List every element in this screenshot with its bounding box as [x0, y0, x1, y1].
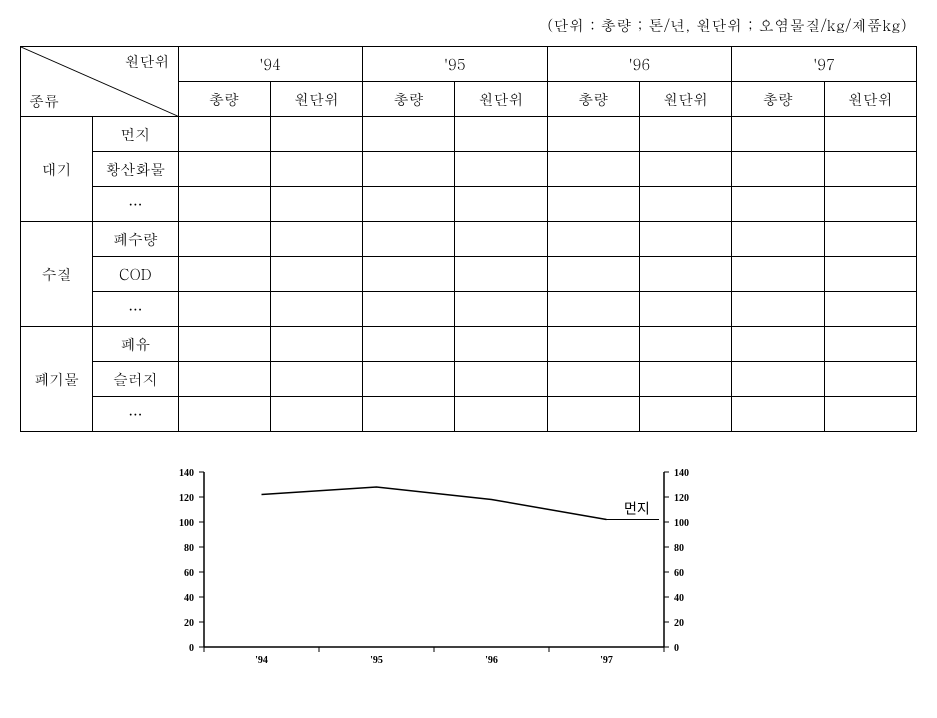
table-row: 슬러지 [21, 362, 917, 397]
table-row: 폐기물 폐유 [21, 327, 917, 362]
table-row: … [21, 292, 917, 327]
svg-text:100: 100 [674, 518, 689, 529]
svg-text:20: 20 [674, 618, 684, 629]
subcol-header: 원단위 [824, 82, 916, 117]
subcol-header: 총량 [732, 82, 824, 117]
svg-text:60: 60 [674, 568, 684, 579]
header-diagonal: 원단위 종류 [21, 47, 179, 117]
subcol-header: 원단위 [455, 82, 547, 117]
group-label: 대기 [21, 117, 93, 222]
subcol-header: 총량 [547, 82, 639, 117]
svg-text:'96: '96 [485, 655, 498, 666]
svg-text:140: 140 [179, 468, 194, 479]
year-header: '95 [363, 47, 548, 82]
table-row: 수질 폐수량 [21, 222, 917, 257]
svg-text:120: 120 [179, 493, 194, 504]
unit-note: (단위 : 총량 ; 톤/년, 원단위 ; 오염물질/kg/제품kg) [20, 15, 907, 36]
svg-text:40: 40 [674, 593, 684, 604]
item-label: 폐유 [93, 327, 178, 362]
subcol-header: 총량 [363, 82, 455, 117]
item-label: 슬러지 [93, 362, 178, 397]
year-header: '96 [547, 47, 732, 82]
svg-text:120: 120 [674, 493, 689, 504]
subcol-header: 원단위 [640, 82, 732, 117]
group-label: 수질 [21, 222, 93, 327]
svg-text:'97: '97 [600, 655, 613, 666]
year-header: '97 [732, 47, 917, 82]
svg-text:'94: '94 [255, 655, 268, 666]
svg-text:먼지: 먼지 [624, 502, 650, 518]
item-label: … [93, 187, 178, 222]
item-label: … [93, 397, 178, 432]
item-label: COD [93, 257, 178, 292]
pollutant-table: 원단위 종류 '94 '95 '96 '97 총량 원단위 총량 원단위 총량 … [20, 46, 917, 432]
diag-top-label: 원단위 [125, 51, 170, 72]
table-row: COD [21, 257, 917, 292]
table-row: … [21, 187, 917, 222]
item-label: 먼지 [93, 117, 178, 152]
svg-text:80: 80 [184, 543, 194, 554]
svg-text:80: 80 [674, 543, 684, 554]
diag-bottom-label: 종류 [29, 91, 59, 112]
line-chart: 0 0 20 20 40 40 60 60 80 80 100 100 120 120 140 140 '94 '… [149, 462, 729, 677]
table-row: … [21, 397, 917, 432]
table-row: 황산화물 [21, 152, 917, 187]
svg-text:40: 40 [184, 593, 194, 604]
svg-text:'95: '95 [370, 655, 383, 666]
chart-container: 0 0 20 20 40 40 60 60 80 80 100 100 120 120 140 140 '94 '… [149, 462, 789, 677]
svg-text:0: 0 [674, 643, 679, 654]
item-label: 폐수량 [93, 222, 178, 257]
item-label: 황산화물 [93, 152, 178, 187]
item-label: … [93, 292, 178, 327]
year-header: '94 [178, 47, 363, 82]
subcol-header: 원단위 [270, 82, 362, 117]
svg-text:60: 60 [184, 568, 194, 579]
svg-text:0: 0 [189, 643, 194, 654]
svg-text:140: 140 [674, 468, 689, 479]
group-label: 폐기물 [21, 327, 93, 432]
table-row: 대기 먼지 [21, 117, 917, 152]
svg-text:20: 20 [184, 618, 194, 629]
table-body: 대기 먼지 황산화물 … 수질 폐수량 COD … 폐기물 폐유 [21, 117, 917, 432]
subcol-header: 총량 [178, 82, 270, 117]
svg-text:100: 100 [179, 518, 194, 529]
